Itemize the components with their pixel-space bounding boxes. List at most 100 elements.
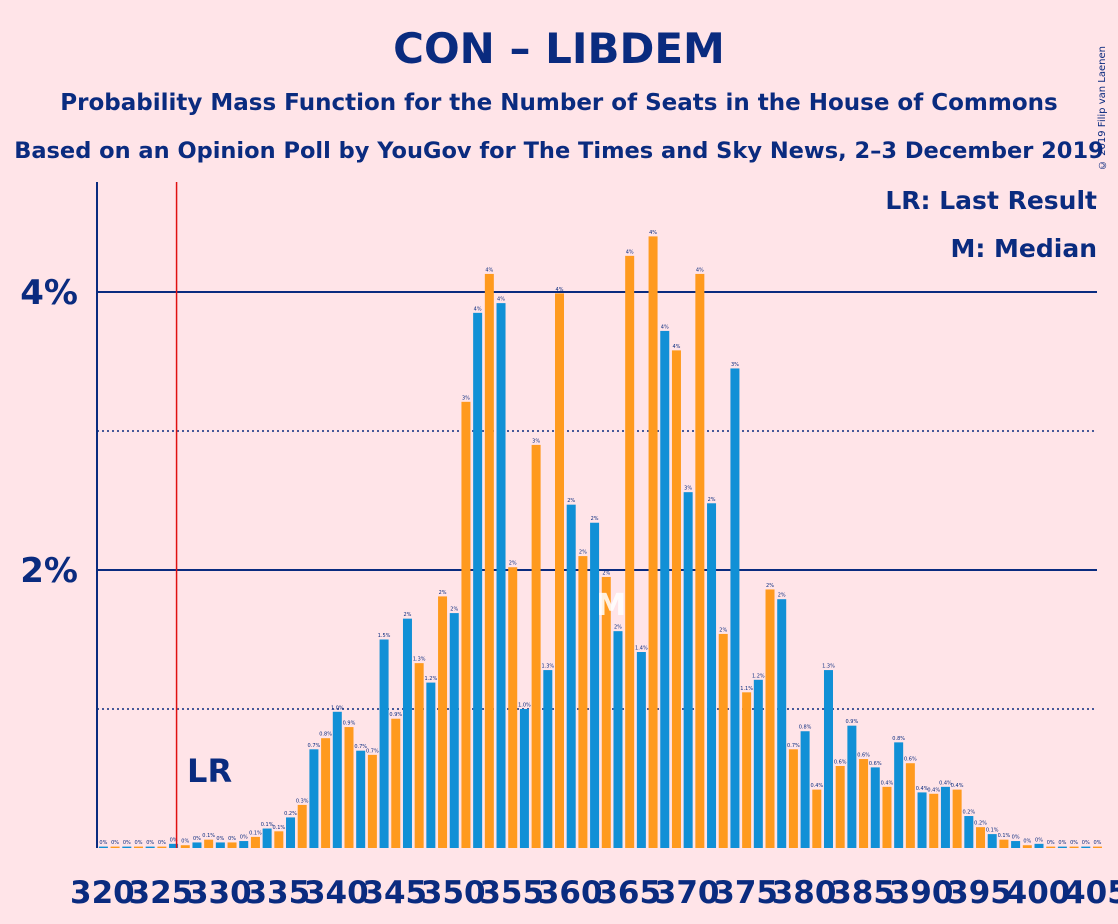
bar-366 bbox=[636, 652, 646, 848]
bar-label-403: 0% bbox=[1070, 840, 1078, 846]
bar-label-356: 1.0% bbox=[518, 703, 531, 709]
bar-392 bbox=[940, 786, 950, 848]
bar-367 bbox=[648, 236, 658, 848]
bar-label-380: 0.8% bbox=[799, 725, 812, 731]
bar-354 bbox=[496, 303, 506, 848]
x-tick-label: 370 bbox=[655, 875, 720, 911]
x-tick-label: 360 bbox=[538, 875, 603, 911]
bar-label-360: 2% bbox=[567, 498, 575, 504]
bar-label-373: 2% bbox=[719, 627, 727, 633]
bar-376 bbox=[753, 679, 763, 848]
bar-324 bbox=[145, 846, 155, 848]
bar-label-397: 0.1% bbox=[998, 833, 1011, 839]
bar-361 bbox=[578, 556, 588, 848]
bar-label-331: 0% bbox=[228, 836, 236, 842]
bar-325 bbox=[157, 846, 167, 848]
bar-label-375: 1.1% bbox=[740, 686, 753, 692]
legend-last-result: LR: Last Result bbox=[885, 186, 1097, 215]
bar-334 bbox=[262, 828, 272, 848]
bar-344 bbox=[379, 639, 389, 848]
bar-335 bbox=[274, 831, 284, 848]
bar-360 bbox=[566, 504, 576, 848]
bar-331 bbox=[227, 842, 237, 848]
bar-336 bbox=[286, 817, 296, 848]
bar-394 bbox=[964, 816, 974, 848]
chart-subtitle: Probability Mass Function for the Number… bbox=[60, 90, 1058, 116]
axes-group: LR M 2% 4% 320325330335340345350355360365370… bbox=[20, 182, 1118, 911]
bar-label-383: 0.6% bbox=[834, 759, 847, 765]
bar-381 bbox=[812, 789, 822, 848]
x-tick-label: 390 bbox=[889, 875, 954, 911]
bar-398 bbox=[1011, 841, 1021, 848]
bar-396 bbox=[987, 834, 997, 848]
bar-label-334: 0.1% bbox=[261, 822, 274, 828]
bar-label-363: 2% bbox=[602, 570, 610, 576]
x-tick-label: 350 bbox=[421, 875, 486, 911]
x-tick-label: 345 bbox=[362, 875, 427, 911]
bar-328 bbox=[192, 842, 202, 848]
bar-370 bbox=[683, 492, 693, 848]
bar-label-396: 0.1% bbox=[986, 828, 999, 834]
bar-label-389: 0.6% bbox=[904, 757, 917, 763]
bar-343 bbox=[367, 754, 377, 848]
bar-355 bbox=[508, 567, 518, 848]
bar-345 bbox=[391, 718, 401, 848]
bar-label-337: 0.3% bbox=[296, 798, 309, 804]
legend-group: LR: Last Result M: Median bbox=[885, 186, 1097, 263]
x-tick-label: 380 bbox=[772, 875, 837, 911]
bar-label-369: 4% bbox=[672, 344, 680, 350]
bar-label-352: 4% bbox=[474, 306, 482, 312]
bar-label-322: 0% bbox=[123, 840, 131, 846]
bar-label-398: 0% bbox=[1012, 835, 1020, 841]
bar-386 bbox=[870, 767, 880, 848]
bar-label-330: 0% bbox=[216, 836, 224, 842]
bar-333 bbox=[250, 836, 260, 848]
chart-source-subtitle: Based on an Opinion Poll by YouGov for T… bbox=[14, 138, 1104, 164]
bar-400 bbox=[1034, 843, 1044, 848]
bar-363 bbox=[601, 576, 611, 848]
bar-341 bbox=[344, 727, 354, 848]
bar-320 bbox=[98, 846, 108, 848]
bar-label-372: 2% bbox=[708, 497, 716, 503]
bar-label-324: 0% bbox=[146, 840, 154, 846]
bar-382 bbox=[823, 670, 833, 848]
bar-389 bbox=[905, 763, 915, 848]
bar-364 bbox=[613, 631, 623, 848]
bar-387 bbox=[882, 786, 892, 848]
bar-350 bbox=[449, 613, 459, 848]
bar-label-335: 0.1% bbox=[272, 825, 285, 831]
bar-label-399: 0% bbox=[1023, 839, 1031, 845]
bar-347 bbox=[414, 663, 424, 848]
bar-375 bbox=[742, 692, 752, 848]
bar-323 bbox=[133, 846, 143, 848]
bar-label-329: 0.1% bbox=[202, 833, 215, 839]
bar-label-336: 0.2% bbox=[284, 811, 297, 817]
bar-label-361: 2% bbox=[579, 550, 587, 556]
bar-label-355: 2% bbox=[509, 561, 517, 567]
last-result-marker: LR bbox=[187, 752, 232, 790]
x-tick-label: 340 bbox=[304, 875, 369, 911]
bar-359 bbox=[555, 293, 565, 848]
bar-353 bbox=[484, 273, 494, 848]
bar-label-395: 0.2% bbox=[974, 821, 987, 827]
bar-label-323: 0% bbox=[135, 840, 143, 846]
bar-label-345: 0.9% bbox=[389, 712, 402, 718]
y-tick-label: 4% bbox=[20, 273, 78, 313]
bar-label-344: 1.5% bbox=[378, 633, 391, 639]
bar-label-333: 0.1% bbox=[249, 830, 262, 836]
bar-label-339: 0.8% bbox=[319, 732, 332, 738]
bar-337 bbox=[297, 804, 307, 848]
bar-351 bbox=[461, 401, 471, 848]
bar-label-364: 2% bbox=[614, 625, 622, 631]
bar-label-351: 3% bbox=[462, 395, 470, 401]
bar-368 bbox=[660, 330, 670, 848]
bar-label-325: 0% bbox=[158, 840, 166, 846]
bar-390 bbox=[917, 792, 927, 848]
bar-330 bbox=[215, 842, 225, 848]
bar-339 bbox=[321, 738, 331, 848]
bar-405 bbox=[1092, 846, 1102, 848]
bar-322 bbox=[122, 846, 132, 848]
bar-340 bbox=[332, 711, 342, 848]
bar-395 bbox=[976, 827, 986, 848]
bar-label-366: 1.4% bbox=[635, 646, 648, 652]
